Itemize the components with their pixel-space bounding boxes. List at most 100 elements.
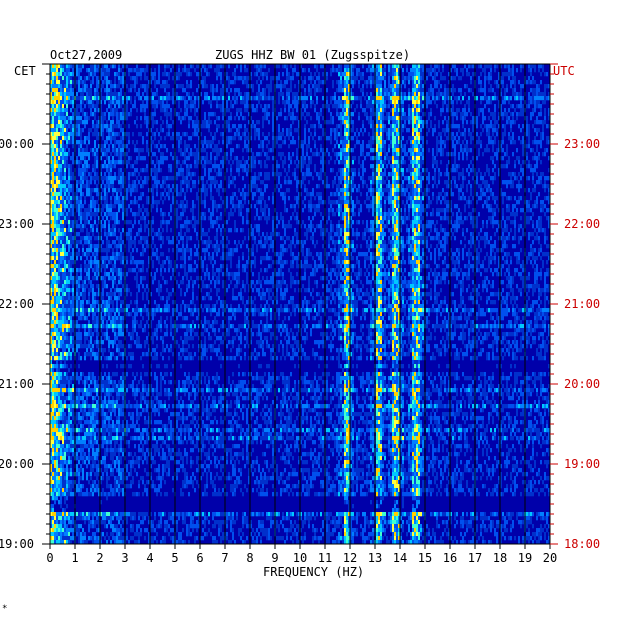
heatmap-cell bbox=[50, 180, 52, 185]
heatmap-cell bbox=[70, 200, 72, 205]
heatmap-cell bbox=[182, 68, 184, 73]
heatmap-cell bbox=[398, 160, 400, 165]
heatmap-cell bbox=[394, 192, 396, 197]
heatmap-cell bbox=[376, 120, 378, 125]
heatmap-cell bbox=[344, 72, 346, 77]
heatmap-cell bbox=[368, 68, 370, 73]
heatmap-cell bbox=[300, 192, 302, 197]
heatmap-cell bbox=[402, 184, 404, 189]
heatmap-cell bbox=[100, 104, 102, 109]
heatmap-cell bbox=[340, 180, 342, 185]
heatmap-cell bbox=[272, 168, 274, 173]
heatmap-cell bbox=[352, 68, 354, 73]
heatmap-cell bbox=[122, 72, 124, 77]
heatmap-cell bbox=[204, 76, 206, 81]
heatmap-cell bbox=[296, 164, 298, 169]
heatmap-cell bbox=[366, 92, 368, 97]
heatmap-cell bbox=[452, 164, 454, 169]
heatmap-cell bbox=[58, 80, 60, 85]
heatmap-cell bbox=[256, 200, 258, 205]
heatmap-cell bbox=[86, 120, 88, 125]
heatmap-cell bbox=[520, 68, 522, 73]
heatmap-cell bbox=[314, 88, 316, 93]
heatmap-cell bbox=[56, 176, 58, 181]
heatmap-cell bbox=[192, 120, 194, 125]
heatmap-cell bbox=[204, 96, 206, 101]
heatmap-cell bbox=[398, 124, 400, 129]
heatmap-cell bbox=[234, 76, 236, 81]
heatmap-cell bbox=[154, 144, 156, 149]
heatmap-cell bbox=[256, 96, 258, 101]
heatmap-cell bbox=[150, 156, 152, 161]
heatmap-cell bbox=[364, 156, 366, 161]
heatmap-cell bbox=[278, 128, 280, 133]
heatmap-cell bbox=[506, 72, 508, 77]
heatmap-cell bbox=[60, 108, 62, 113]
heatmap-cell bbox=[146, 88, 148, 93]
heatmap-cell bbox=[66, 128, 68, 133]
heatmap-cell bbox=[208, 120, 210, 125]
heatmap-cell bbox=[528, 140, 530, 145]
heatmap-cell bbox=[250, 116, 252, 121]
heatmap-cell bbox=[312, 152, 314, 157]
heatmap-cell bbox=[516, 92, 518, 97]
heatmap-cell bbox=[372, 128, 374, 133]
heatmap-cell bbox=[218, 152, 220, 157]
heatmap-cell bbox=[332, 96, 334, 101]
heatmap-cell bbox=[56, 104, 58, 109]
heatmap-cell bbox=[380, 136, 382, 141]
heatmap-cell bbox=[482, 108, 484, 113]
heatmap-cell bbox=[306, 144, 308, 149]
heatmap-cell bbox=[68, 192, 70, 197]
heatmap-cell bbox=[344, 180, 346, 185]
heatmap-cell bbox=[410, 156, 412, 161]
heatmap-cell bbox=[402, 136, 404, 141]
heatmap-cell bbox=[522, 64, 524, 69]
heatmap-cell bbox=[396, 116, 398, 121]
heatmap-cell bbox=[160, 100, 162, 105]
heatmap-cell bbox=[420, 176, 422, 181]
heatmap-cell bbox=[236, 100, 238, 105]
heatmap-cell bbox=[352, 80, 354, 85]
heatmap-cell bbox=[420, 76, 422, 81]
heatmap-cell bbox=[88, 192, 90, 197]
heatmap-cell bbox=[112, 116, 114, 121]
heatmap-cell bbox=[354, 172, 356, 177]
heatmap-cell bbox=[380, 164, 382, 169]
heatmap-cell bbox=[376, 180, 378, 185]
heatmap-cell bbox=[514, 120, 516, 125]
heatmap-cell bbox=[412, 88, 414, 93]
heatmap-cell bbox=[236, 64, 238, 69]
heatmap-cell bbox=[104, 68, 106, 73]
heatmap-cell bbox=[236, 128, 238, 133]
heatmap-cell bbox=[378, 132, 380, 137]
heatmap-cell bbox=[398, 80, 400, 85]
heatmap-cell bbox=[310, 196, 312, 201]
heatmap-cell bbox=[528, 104, 530, 109]
heatmap-cell bbox=[190, 100, 192, 105]
heatmap-cell bbox=[86, 92, 88, 97]
heatmap-cell bbox=[392, 192, 394, 197]
heatmap-cell bbox=[370, 112, 372, 117]
heatmap-cell bbox=[220, 80, 222, 85]
heatmap-cell bbox=[226, 124, 228, 129]
heatmap-cell bbox=[444, 100, 446, 105]
heatmap-cell bbox=[356, 96, 358, 101]
heatmap-cell bbox=[182, 96, 184, 101]
heatmap-cell bbox=[500, 76, 502, 81]
heatmap-cell bbox=[516, 96, 518, 101]
heatmap-cell bbox=[144, 96, 146, 101]
heatmap-cell bbox=[512, 184, 514, 189]
heatmap-cell bbox=[134, 96, 136, 101]
heatmap-cell bbox=[80, 80, 82, 85]
heatmap-cell bbox=[448, 184, 450, 189]
heatmap-cell bbox=[398, 148, 400, 153]
heatmap-cell bbox=[154, 184, 156, 189]
heatmap-cell bbox=[532, 64, 534, 69]
heatmap-cell bbox=[296, 104, 298, 109]
heatmap-cell bbox=[72, 88, 74, 93]
heatmap-cell bbox=[396, 68, 398, 73]
heatmap-cell bbox=[54, 112, 56, 117]
heatmap-cell bbox=[392, 184, 394, 189]
heatmap-cell bbox=[94, 160, 96, 165]
